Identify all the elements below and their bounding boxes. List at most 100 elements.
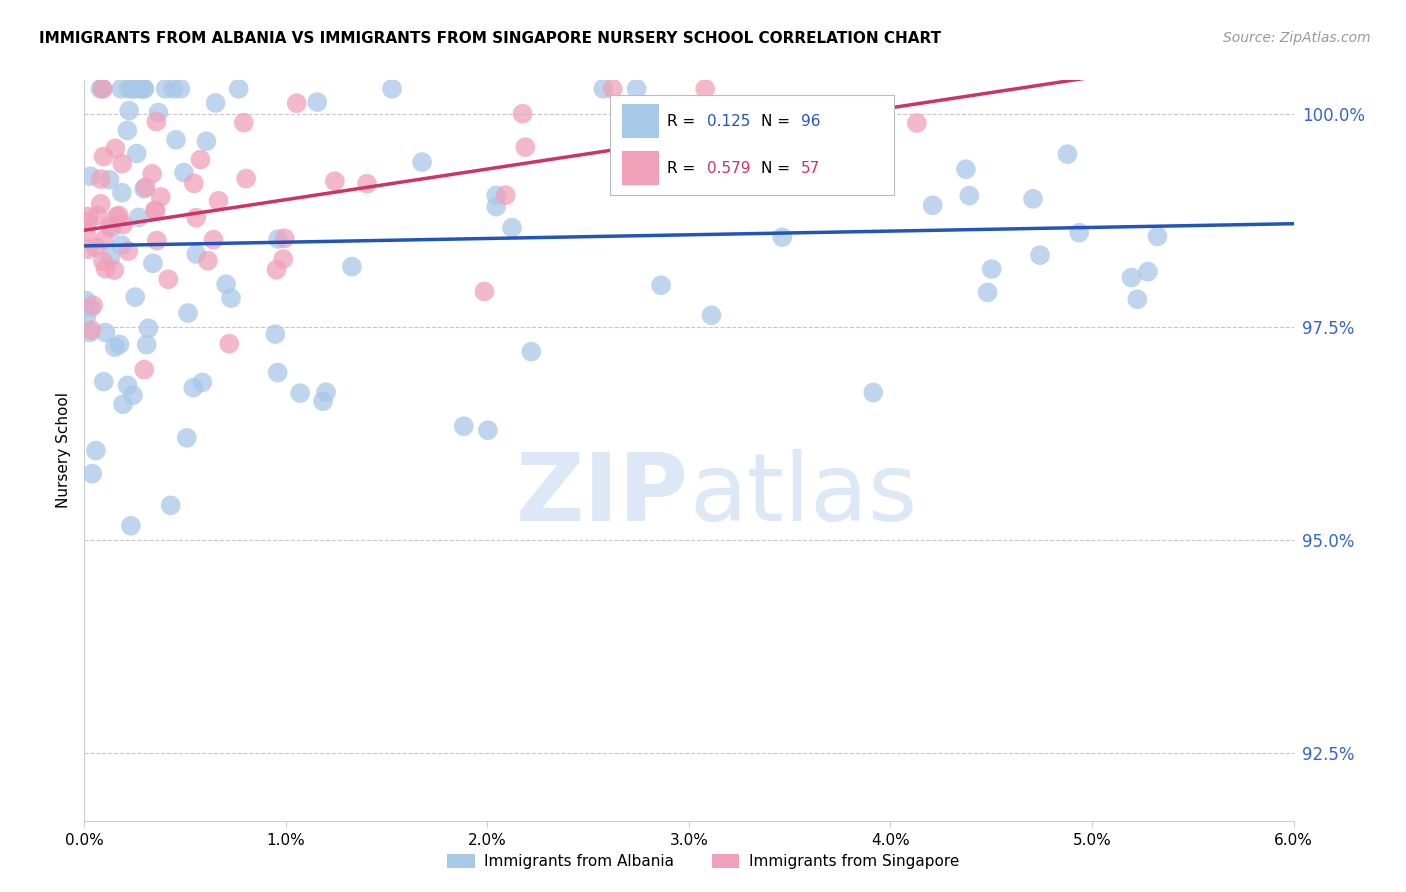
- Point: [1146, 229, 1168, 244]
- Point: [134, 82, 156, 96]
- Point: [84, 240, 107, 254]
- Point: [957, 188, 980, 202]
- Point: [145, 204, 167, 219]
- Point: [82, 467, 104, 481]
- Point: [75, 224, 97, 238]
- Point: [235, 171, 257, 186]
- Point: [135, 180, 157, 194]
- Point: [215, 277, 238, 292]
- Point: [1022, 192, 1045, 206]
- Point: [190, 153, 212, 167]
- Point: [143, 203, 166, 218]
- Point: [654, 108, 676, 122]
- Point: [100, 251, 122, 265]
- Point: [202, 233, 225, 247]
- Point: [271, 252, 294, 266]
- Point: [197, 253, 219, 268]
- Point: [111, 186, 134, 200]
- Point: [104, 340, 127, 354]
- Point: [80, 301, 103, 315]
- Point: [129, 82, 152, 96]
- Point: [638, 99, 661, 113]
- Point: [145, 114, 167, 128]
- Point: [84, 443, 107, 458]
- Point: [90, 197, 112, 211]
- Point: [177, 306, 200, 320]
- Point: [695, 82, 717, 96]
- Point: [146, 234, 169, 248]
- Point: [183, 177, 205, 191]
- Legend: Immigrants from Albania, Immigrants from Singapore: Immigrants from Albania, Immigrants from…: [441, 848, 965, 875]
- Point: [186, 247, 208, 261]
- Point: [91, 254, 114, 268]
- Point: [149, 190, 172, 204]
- Point: [100, 221, 122, 235]
- Point: [117, 244, 139, 259]
- Point: [157, 272, 180, 286]
- Point: [266, 262, 288, 277]
- Point: [125, 146, 148, 161]
- Text: ZIP: ZIP: [516, 449, 689, 541]
- Point: [129, 82, 152, 96]
- Point: [228, 82, 250, 96]
- Point: [77, 210, 100, 224]
- Point: [104, 141, 127, 155]
- Point: [120, 518, 142, 533]
- Point: [138, 321, 160, 335]
- Point: [176, 431, 198, 445]
- Point: [91, 82, 114, 96]
- Point: [477, 423, 499, 437]
- Point: [169, 82, 191, 96]
- Point: [219, 291, 242, 305]
- Point: [148, 105, 170, 120]
- Point: [75, 293, 97, 308]
- Point: [117, 123, 139, 137]
- Point: [165, 133, 187, 147]
- Point: [108, 337, 131, 351]
- Point: [159, 499, 181, 513]
- Point: [111, 238, 134, 252]
- Point: [356, 177, 378, 191]
- Point: [650, 278, 672, 293]
- Point: [288, 386, 311, 401]
- Point: [204, 95, 226, 110]
- Point: [267, 366, 290, 380]
- Point: [94, 326, 117, 340]
- Point: [340, 260, 363, 274]
- Point: [485, 188, 508, 202]
- Point: [1126, 292, 1149, 306]
- Point: [111, 218, 134, 232]
- Point: [77, 242, 100, 256]
- Point: [485, 200, 508, 214]
- Point: [770, 230, 793, 244]
- Point: [79, 326, 101, 340]
- Point: [86, 208, 108, 222]
- Point: [602, 82, 624, 96]
- Point: [108, 208, 131, 222]
- Point: [515, 140, 537, 154]
- Point: [501, 220, 523, 235]
- Text: Source: ZipAtlas.com: Source: ZipAtlas.com: [1223, 31, 1371, 45]
- Point: [75, 310, 97, 324]
- Point: [323, 174, 346, 188]
- Point: [315, 385, 337, 400]
- Point: [640, 124, 662, 138]
- Point: [124, 290, 146, 304]
- Point: [79, 169, 101, 184]
- Point: [411, 155, 433, 169]
- Point: [142, 256, 165, 270]
- Point: [862, 385, 884, 400]
- Point: [111, 397, 134, 411]
- Text: IMMIGRANTS FROM ALBANIA VS IMMIGRANTS FROM SINGAPORE NURSERY SCHOOL CORRELATION : IMMIGRANTS FROM ALBANIA VS IMMIGRANTS FR…: [39, 31, 942, 46]
- Point: [98, 172, 121, 186]
- Point: [155, 82, 177, 96]
- Point: [1069, 226, 1091, 240]
- Y-axis label: Nursery School: Nursery School: [56, 392, 72, 508]
- Point: [191, 376, 214, 390]
- Point: [103, 263, 125, 277]
- Point: [921, 198, 943, 212]
- Point: [122, 388, 145, 402]
- Point: [285, 96, 308, 111]
- Point: [725, 150, 748, 164]
- Point: [453, 419, 475, 434]
